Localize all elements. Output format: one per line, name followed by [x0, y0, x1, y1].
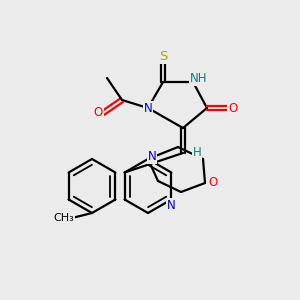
Text: CH₃: CH₃: [54, 213, 74, 223]
Text: O: O: [228, 101, 238, 115]
Text: N: N: [144, 101, 152, 115]
Text: O: O: [93, 106, 103, 119]
Text: H: H: [193, 146, 201, 160]
Text: N: N: [148, 151, 156, 164]
Text: N: N: [167, 199, 176, 212]
Text: S: S: [159, 50, 167, 62]
Text: NH: NH: [190, 73, 208, 85]
Text: O: O: [208, 176, 217, 190]
